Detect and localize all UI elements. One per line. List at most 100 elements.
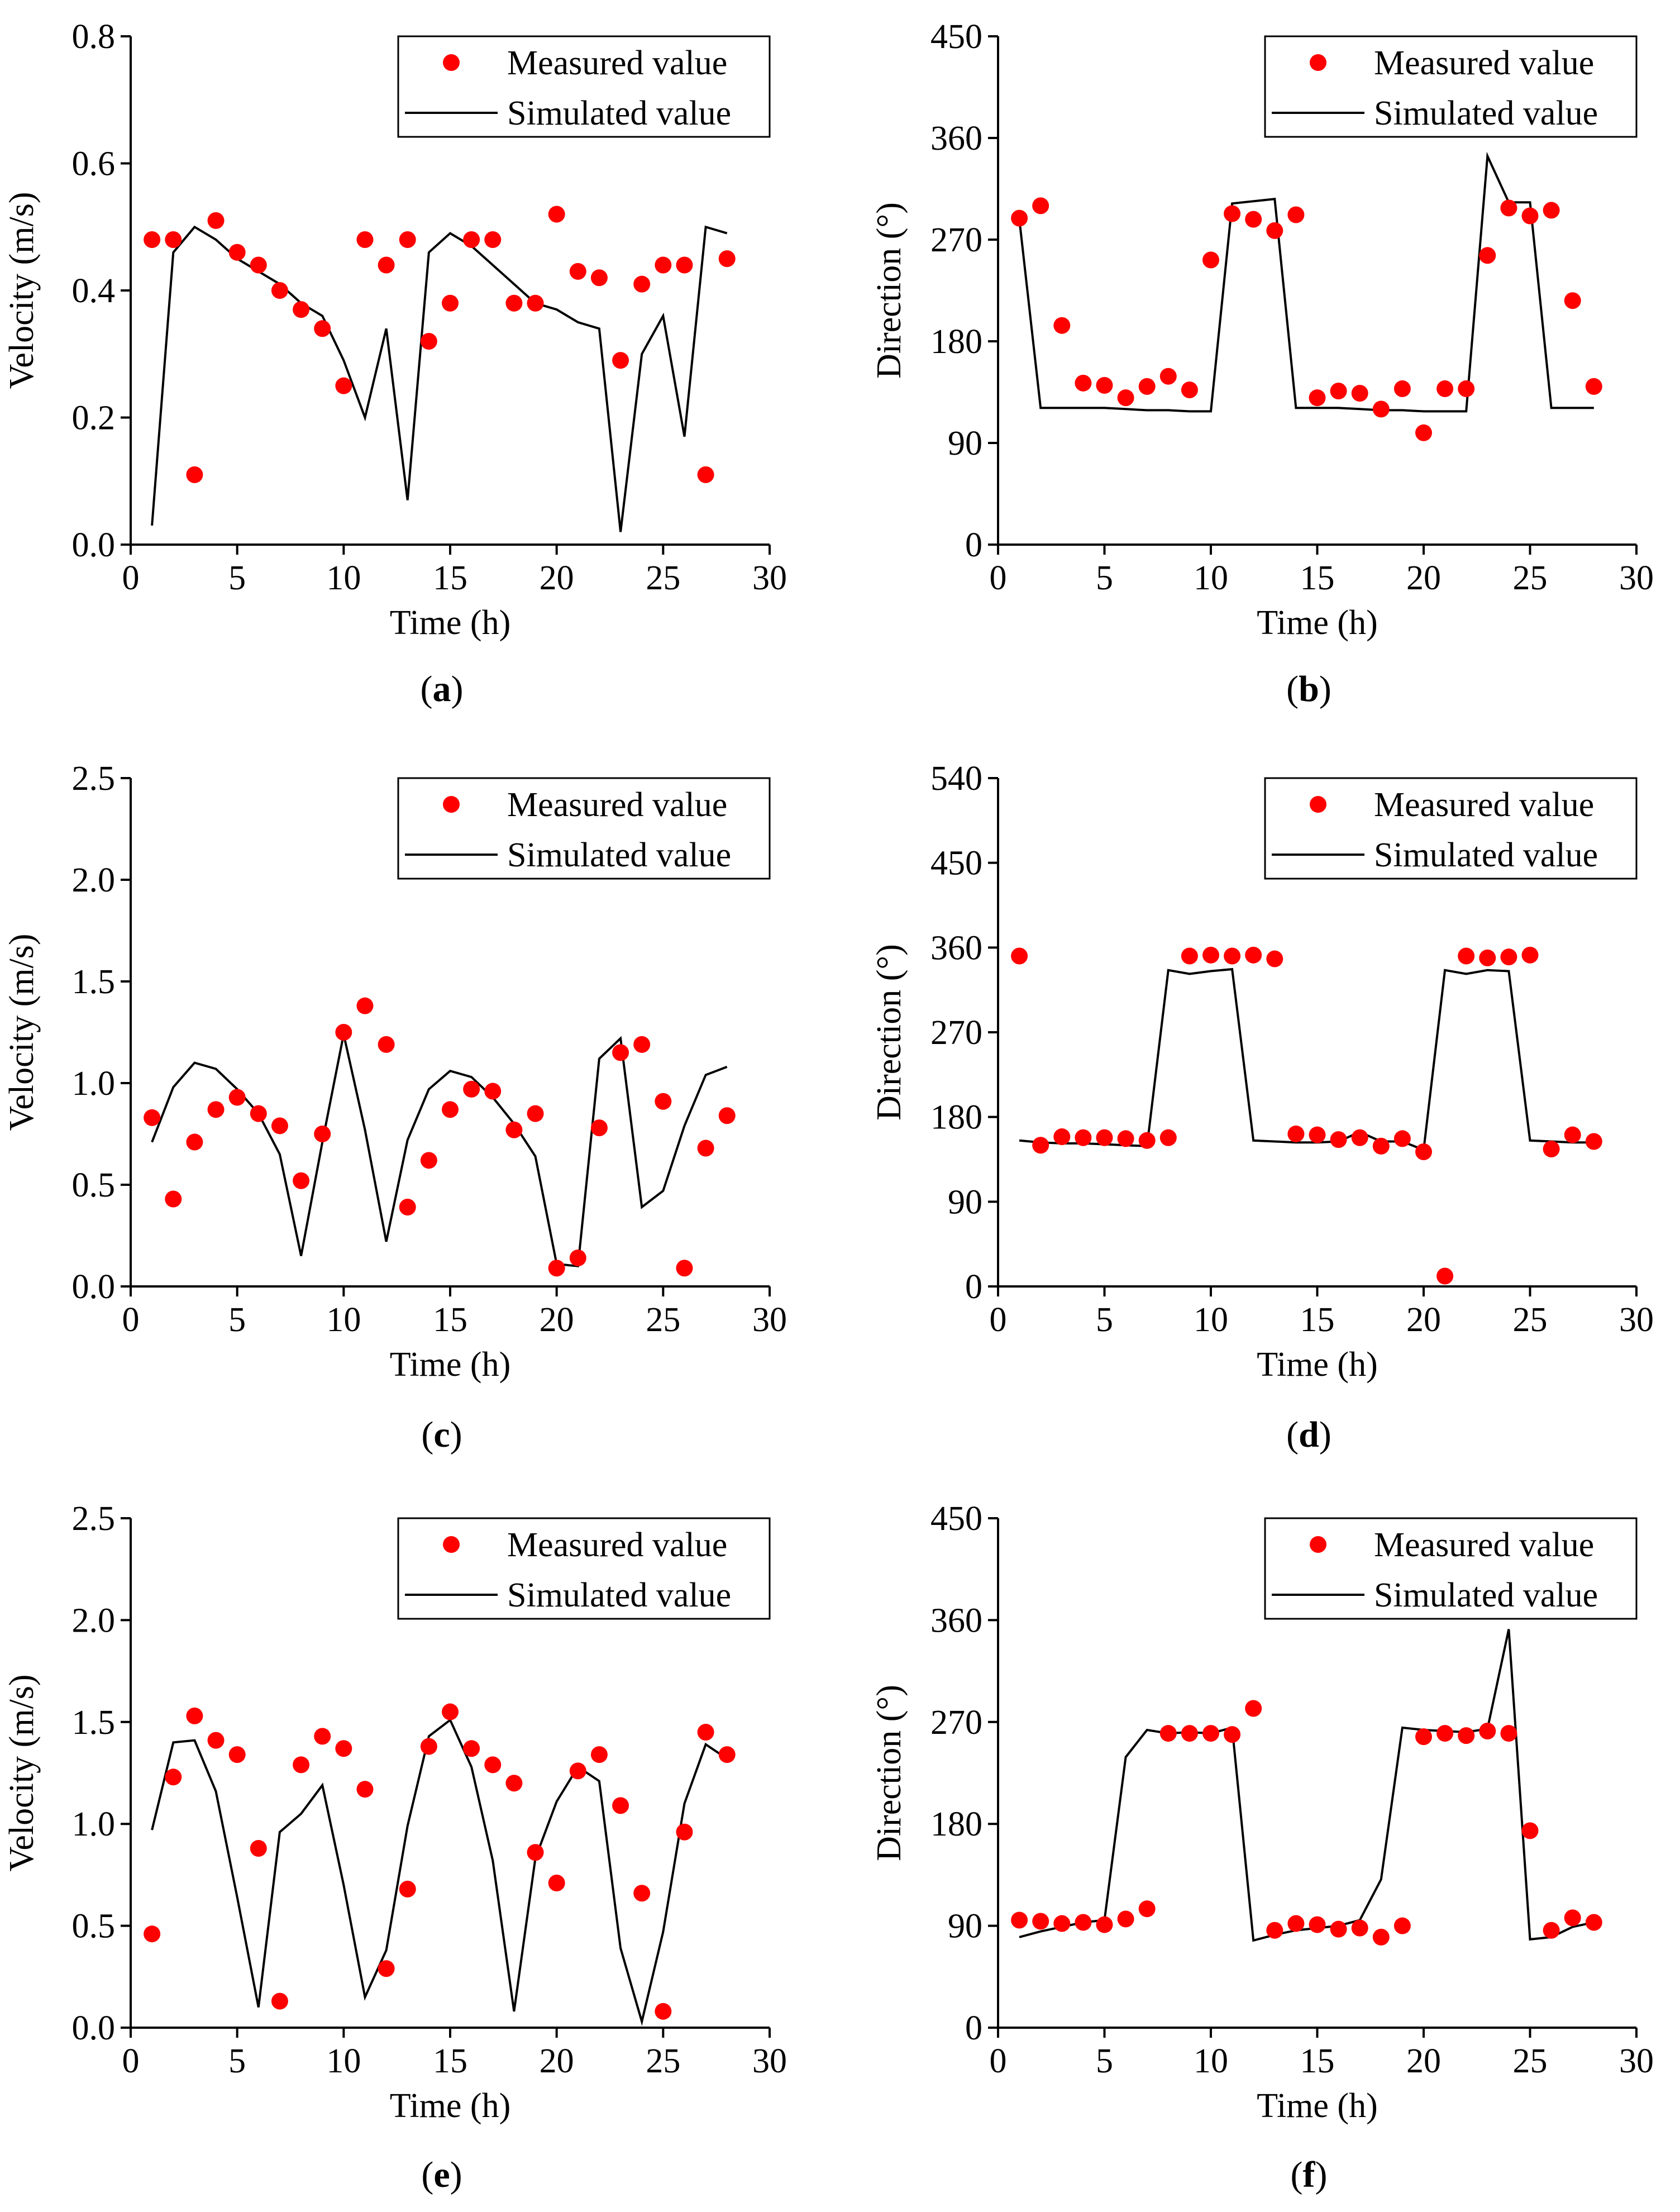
measured-point-f [1245, 1700, 1262, 1717]
measured-point-e [612, 1797, 629, 1814]
y-tick-label-f: 180 [930, 1805, 982, 1843]
y-tick-label-d: 180 [930, 1099, 982, 1137]
x-tick-label-b: 30 [1619, 559, 1654, 597]
measured-point-f [1330, 1920, 1347, 1938]
legend-marker-measured [1310, 1536, 1326, 1553]
x-tick-label-c: 25 [646, 1301, 680, 1339]
y-tick-label-a: 0.2 [72, 399, 116, 437]
measured-point-f [1032, 1913, 1049, 1930]
measured-point-c [548, 1260, 565, 1277]
legend-e [397, 1517, 771, 1620]
measured-point-f [1309, 1916, 1326, 1933]
measured-point-b [1564, 292, 1581, 309]
measured-point-d [1032, 1137, 1049, 1154]
measured-point-c [186, 1133, 203, 1151]
legend-marker-measured [443, 796, 460, 813]
y-tick-label-b: 90 [948, 425, 982, 463]
measured-point-c [718, 1107, 736, 1124]
measured-point-c [655, 1093, 672, 1110]
measured-point-d [1053, 1128, 1071, 1146]
y-tick-label-c: 1.5 [72, 963, 116, 1001]
measured-point-f [1266, 1922, 1283, 1939]
measured-point-a [207, 212, 225, 229]
measured-point-d [1096, 1129, 1113, 1146]
simulated-line-b [1018, 151, 1594, 413]
y-tick-label-f: 0 [965, 2009, 982, 2047]
legend-c [397, 777, 771, 880]
measured-point-c [633, 1036, 651, 1053]
measured-point-e [335, 1740, 352, 1757]
y-axis-title-f: Direction (°) [870, 1685, 908, 1861]
measured-point-b [1032, 197, 1049, 214]
y-axis-title-b: Direction (°) [870, 202, 908, 379]
measured-point-b [1330, 382, 1347, 399]
x-tick-label-d: 25 [1513, 1301, 1548, 1339]
y-tick-label-f: 270 [930, 1704, 982, 1742]
x-tick-label-f: 15 [1300, 2042, 1335, 2080]
legend-label-measured: Measured value [1374, 44, 1594, 82]
y-tick-label-c: 2.5 [72, 760, 116, 798]
measured-point-c [399, 1199, 416, 1216]
measured-point-a [505, 294, 523, 312]
measured-point-c [335, 1024, 352, 1041]
y-tick-label-a: 0.0 [72, 526, 116, 564]
measured-point-e [399, 1880, 416, 1898]
measured-point-c [527, 1105, 544, 1122]
measured-point-e [505, 1775, 523, 1792]
x-tick-label-f: 20 [1406, 2042, 1441, 2080]
measured-point-d [1287, 1126, 1305, 1142]
x-tick-label-f: 0 [990, 2042, 1007, 2080]
y-tick-label-d: 450 [930, 845, 982, 883]
measured-point-a [293, 301, 310, 318]
y-tick-label-b: 270 [930, 221, 982, 259]
measured-point-e [569, 1762, 586, 1780]
measured-point-b [1266, 222, 1283, 239]
measured-point-c [505, 1121, 523, 1138]
measured-point-e [293, 1756, 310, 1774]
measured-point-a [718, 250, 736, 268]
x-tick-label-d: 15 [1300, 1301, 1335, 1339]
chart-panel-f: 0 5 10 15 20 25 30 0 90 180 270 360 450 Time (h) Direc… [870, 1500, 1654, 2195]
legend-marker-measured [443, 1536, 460, 1553]
measured-point-b [1458, 380, 1475, 397]
measured-point-f [1117, 1910, 1134, 1928]
measured-point-a [399, 231, 416, 248]
y-tick-label-c: 1.0 [72, 1065, 116, 1103]
panel-label-d: (d) [1286, 1414, 1331, 1455]
measured-point-c [676, 1260, 693, 1277]
measured-point-b [1500, 199, 1517, 217]
measured-point-c [250, 1105, 267, 1122]
measured-point-a [655, 256, 672, 274]
simulated-line-a [151, 225, 728, 532]
measured-point-c [314, 1126, 331, 1142]
measured-point-e [655, 2003, 672, 2020]
measured-point-f [1351, 1919, 1368, 1937]
measured-point-a [250, 256, 267, 274]
measured-point-f [1138, 1900, 1156, 1918]
measured-point-c [463, 1080, 480, 1098]
measured-point-b [1521, 207, 1539, 225]
y-tick-label-e: 1.0 [72, 1805, 116, 1843]
x-tick-label-e: 0 [122, 2042, 140, 2080]
measured-point-e [207, 1732, 225, 1749]
legend-label-simulated: Simulated value [507, 836, 731, 874]
measured-point-d [1117, 1130, 1134, 1147]
measured-point-b [1415, 424, 1432, 441]
measured-point-b [1159, 368, 1177, 385]
chart-panel-a: 0 5 10 15 20 25 30 0.0 0.2 0.4 0.6 0.8 Time (h) Veloc… [3, 18, 787, 709]
legend-a [397, 35, 771, 138]
x-tick-label-f: 30 [1619, 2042, 1654, 2080]
measured-point-a [697, 466, 714, 483]
measured-point-b [1309, 389, 1326, 407]
measured-point-b [1075, 374, 1092, 392]
measured-point-c [293, 1172, 310, 1189]
measured-point-e [527, 1844, 544, 1861]
legend-label-measured: Measured value [507, 44, 727, 82]
measured-point-b [1117, 389, 1134, 407]
measured-point-e [697, 1724, 714, 1741]
measured-point-e [718, 1746, 736, 1763]
measured-point-d [1224, 947, 1241, 965]
measured-point-f [1521, 1822, 1539, 1839]
measured-point-b [1479, 247, 1496, 264]
legend-label-simulated: Simulated value [507, 94, 731, 132]
